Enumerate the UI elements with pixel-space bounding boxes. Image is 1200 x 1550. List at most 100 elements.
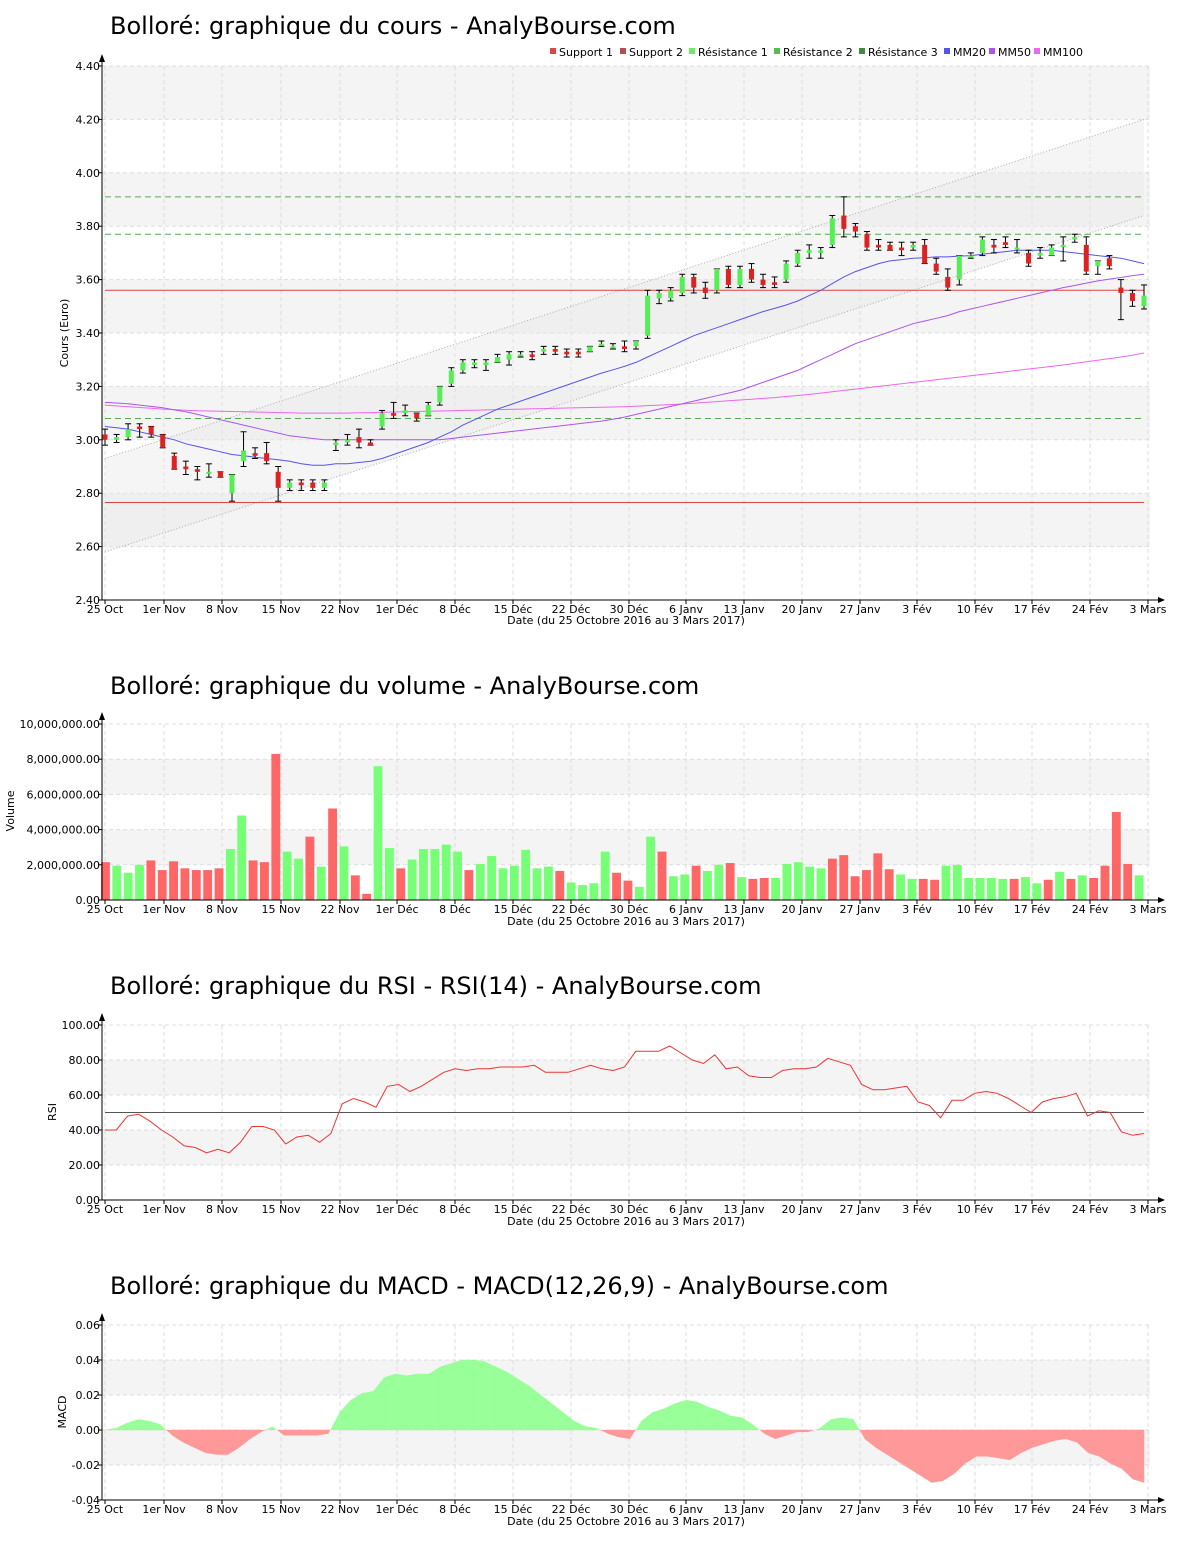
macd-y-tick-label: 0.02 [76,1389,101,1402]
rsi-x-tick-label: 17 Fév [1014,1203,1051,1216]
macd-segment [104,1427,117,1431]
volume-bar [975,878,985,900]
macd-segment [942,1429,955,1482]
volume-y-axis-arrow [99,712,105,720]
price-y-tick-label: 2.80 [76,487,101,500]
volume-bar [407,859,417,900]
volume-bar [771,878,781,900]
volume-bar [157,870,167,900]
volume-y-tick-label: 10,000,000.00 [20,718,100,731]
legend-mm50-swatch [989,48,995,54]
volume-bar [271,753,281,900]
volume-bar [214,868,224,900]
candle-body [795,252,801,264]
macd-segment [630,1430,636,1439]
macd-segment [127,1419,139,1431]
macd-segment [265,1426,273,1430]
candle-body [471,362,477,366]
candle-body [137,426,143,430]
rsi-x-tick-label: 8 Déc [439,1203,471,1216]
volume-bar [328,808,338,900]
candle-body [645,295,651,336]
macd-segment [600,1430,608,1434]
macd-segment [551,1403,564,1431]
volume-bar [986,878,996,900]
candle-body [264,453,270,462]
macd-segment [909,1429,921,1476]
candle-body [194,469,200,472]
candle-body [725,268,731,285]
candle-body [321,482,327,488]
price-x-tick-label: 8 Nov [206,603,238,616]
volume-x-ticks: 25 Oct 1er Nov 8 Nov 15 Nov 22 Nov 1er Déc 8 D… [87,903,1167,916]
price-x-tick-label: 27 Janv [840,603,881,616]
macd-x-tick-label: 22 Déc [552,1503,591,1516]
candle-body [1049,247,1055,256]
volume-bar [237,815,247,900]
macd-x-tick-label: 8 Nov [206,1503,238,1516]
candle-body [114,437,120,440]
volume-bar [123,872,133,900]
macd-y-label: MACD [56,1396,69,1429]
volume-bar [612,872,621,900]
macd-x-tick-label: 8 Déc [439,1503,471,1516]
candle-body [1141,295,1147,307]
candle-body [968,255,974,258]
candle-body [899,247,905,251]
price-x-tick-label: 6 Janv [669,603,703,616]
volume-bar [566,882,576,900]
volume-bar [1100,865,1110,900]
price-channel-fill [105,119,1144,552]
macd-x-tick-label: 17 Fév [1014,1503,1051,1516]
candle-body [691,276,697,288]
macd-segment [305,1429,318,1436]
volume-bar [680,874,690,900]
rsi-x-tick-label: 3 Fév [902,1203,932,1216]
macd-segment [759,1430,765,1434]
macd-segment [160,1424,167,1430]
volume-y-tick-label: 2,000,000.00 [27,859,100,872]
price-x-tick-label: 1er Nov [142,603,186,616]
volume-bar [430,848,440,900]
macd-segment [406,1373,419,1431]
volume-bar [487,856,497,900]
volume-bar [350,875,360,900]
volume-x-tick-label: 3 Fév [902,903,932,916]
price-x-tick-label: 15 Nov [262,603,301,616]
volume-bar [169,861,179,900]
macd-segment [696,1401,709,1431]
volume-bar [305,836,315,900]
candle-body [529,354,535,358]
volume-bar [634,886,644,900]
legend-resistance-2: Résistance 2 [783,46,853,59]
macd-gridlines [102,1324,1150,1501]
rsi-series-line [105,1045,1145,1154]
macd-segment [439,1363,452,1431]
volume-bar [748,878,758,900]
price-x-tick-label: 1er Déc [375,603,418,616]
candle-body [979,239,985,253]
macd-segment [730,1415,743,1431]
legend-resistance-3-swatch [859,48,865,54]
volume-bar [543,866,553,900]
macd-band [102,1360,1150,1395]
macd-segment [1121,1429,1134,1480]
volume-bar [180,868,190,900]
price-band [102,66,1150,120]
volume-bar [930,879,940,900]
macd-segment [1087,1429,1100,1457]
volume-x-tick-label: 10 Fév [957,903,994,916]
candle-body [656,292,662,299]
price-x-tick-label: 22 Déc [552,603,591,616]
candle-body [344,439,350,443]
macd-segment [573,1420,586,1431]
volume-bar [453,851,462,900]
candle-body [1129,292,1135,301]
macd-x-tick-label: 3 Mars [1130,1503,1167,1516]
price-channel-upper [104,118,1145,459]
legend-support-1: Support 1 [559,46,613,59]
macd-chart: Bolloré: graphique du MACD - MACD(12,26,… [56,1272,1167,1528]
volume-bar [112,865,122,900]
macd-segment [451,1359,463,1431]
macd-x-tick-label: 1er Déc [375,1503,418,1516]
